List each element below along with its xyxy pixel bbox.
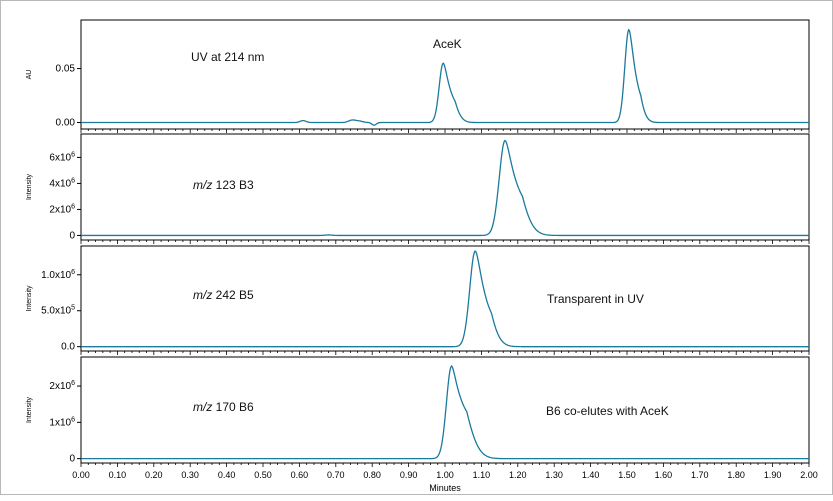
- x-tick-label: 1.80: [727, 470, 745, 480]
- y-axis-label: AU: [26, 70, 33, 80]
- trace-line: [81, 250, 809, 348]
- x-tick-label: 0.30: [181, 470, 199, 480]
- x-tick-label: 0.00: [72, 470, 90, 480]
- panel-b6: 0 1x106 2x106 Intensity m/z 170 B6 B6 co-elut…: [26, 356, 810, 467]
- y-tick-label: 1x106: [49, 416, 75, 428]
- x-tick-label: 1.60: [655, 470, 673, 480]
- panel-b3: 0 2x106 4x106 6x106 Intensity m/z 123 B3: [26, 133, 810, 244]
- x-tick-label: 1.50: [618, 470, 636, 480]
- annotation-label: B6 co-elutes with AceK: [546, 404, 669, 418]
- panel-frame: [80, 245, 810, 352]
- trace-line: [81, 139, 809, 237]
- annotation-label: Transparent in UV: [547, 292, 644, 306]
- x-axis-label: Minutes: [429, 483, 461, 493]
- x-tick-label: 0.40: [218, 470, 236, 480]
- x-tick-label: 0.10: [109, 470, 127, 480]
- x-tick-label: 1.00: [436, 470, 454, 480]
- panel-b5: 0.0 5.0x105 1.0x106 Intensity m/z 242 B5 Tran…: [26, 245, 810, 355]
- y-tick-label: 1.0x106: [41, 269, 75, 281]
- y-tick-label: 2x106: [49, 203, 75, 215]
- y-tick-label: 0: [69, 454, 75, 465]
- y-axis-label: Intensity: [26, 396, 33, 423]
- y-tick-label: 0.0: [61, 342, 75, 353]
- y-axis-label: Intensity: [26, 285, 33, 312]
- annotation-label: UV at 214 nm: [191, 50, 264, 64]
- x-tick-label: 0.50: [254, 470, 272, 480]
- trace-line: [81, 28, 809, 126]
- x-tick-label: 2.00: [800, 470, 818, 480]
- y-tick-label: 0.00: [56, 118, 76, 129]
- panel-frame: [80, 133, 810, 241]
- annotation-label: m/z 170 B6: [193, 400, 254, 414]
- annotation-label: AceK: [433, 37, 462, 51]
- panel-frame: [80, 356, 810, 464]
- y-tick-label: 6x106: [49, 151, 75, 163]
- x-tick-label: 0.70: [327, 470, 345, 480]
- x-tick-label: 0.90: [400, 470, 418, 480]
- y-tick-label: 0.05: [56, 64, 76, 75]
- y-tick-label: 2x106: [49, 380, 75, 392]
- x-tick-label: 1.40: [582, 470, 600, 480]
- y-tick-label: 4x106: [49, 177, 75, 189]
- trace-line: [81, 365, 809, 460]
- y-tick-label: 5.0x105: [41, 305, 75, 317]
- x-tick-label: 1.70: [691, 470, 709, 480]
- x-tick-label: 0.80: [363, 470, 381, 480]
- x-tick-label: 0.20: [145, 470, 163, 480]
- x-tick-label: 0.60: [291, 470, 309, 480]
- y-axis-label: Intensity: [26, 173, 33, 200]
- annotation-label: m/z 123 B3: [193, 178, 254, 192]
- y-tick-label: 0: [69, 230, 75, 241]
- x-tick-label: 1.10: [473, 470, 491, 480]
- x-tick-label: 1.30: [545, 470, 563, 480]
- annotation-label: m/z 242 B5: [193, 288, 254, 302]
- x-tick-label: 1.20: [509, 470, 527, 480]
- x-tick-label: 1.90: [764, 470, 782, 480]
- panel-uv: 0.00 0.05 AU UV at 214 nm AceK: [26, 19, 810, 133]
